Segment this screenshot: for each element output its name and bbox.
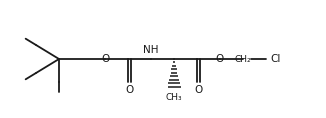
Text: O: O xyxy=(101,54,109,64)
Text: O: O xyxy=(126,85,134,95)
Text: CH₂: CH₂ xyxy=(235,55,251,63)
Text: O: O xyxy=(216,54,224,64)
Text: O: O xyxy=(194,85,203,95)
Text: CH₃: CH₃ xyxy=(166,93,182,102)
Text: Cl: Cl xyxy=(270,54,280,64)
Text: NH: NH xyxy=(143,45,159,55)
